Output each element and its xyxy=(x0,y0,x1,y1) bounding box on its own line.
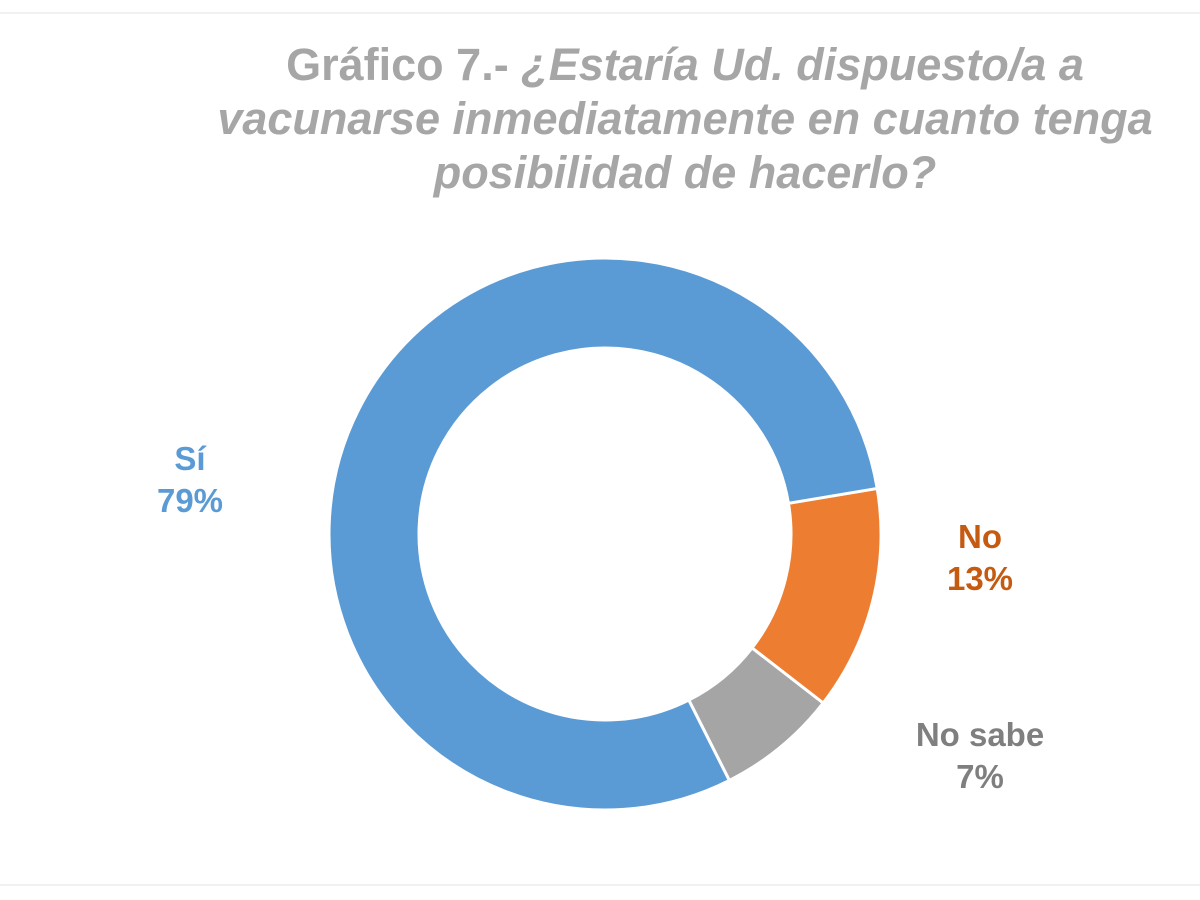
data-label-no-sabe-category: No sabe xyxy=(915,716,1045,753)
data-label-si: Sí 79% xyxy=(130,438,250,522)
data-label-si-value: 79% xyxy=(156,482,224,519)
donut-slice-si xyxy=(327,256,879,812)
data-label-no-value: 13% xyxy=(946,560,1014,597)
chart-title-line-1: Gráfico 7.- ¿Estaría Ud. dispuesto/a a xyxy=(40,38,1200,92)
data-label-no-sabe-value: 7% xyxy=(956,758,1004,795)
data-label-no: No 13% xyxy=(915,516,1045,600)
data-label-no-sabe: No sabe 7% xyxy=(880,714,1080,798)
chart-title-line-3: posibilidad de hacerlo? xyxy=(433,147,937,198)
title-word-grafico: Gráfico 7.- xyxy=(286,39,522,90)
chart-title: Gráfico 7.- ¿Estaría Ud. dispuesto/a a v… xyxy=(40,38,1200,200)
title-question-start: ¿Estaría Ud. dispuesto/a a xyxy=(521,39,1084,90)
bottom-divider xyxy=(0,884,1200,886)
data-label-no-category: No xyxy=(958,518,1002,555)
chart-title-line-2: vacunarse inmediatamente en cuanto tenga xyxy=(217,93,1153,144)
top-divider xyxy=(0,12,1200,14)
data-label-si-category: Sí xyxy=(174,440,206,477)
